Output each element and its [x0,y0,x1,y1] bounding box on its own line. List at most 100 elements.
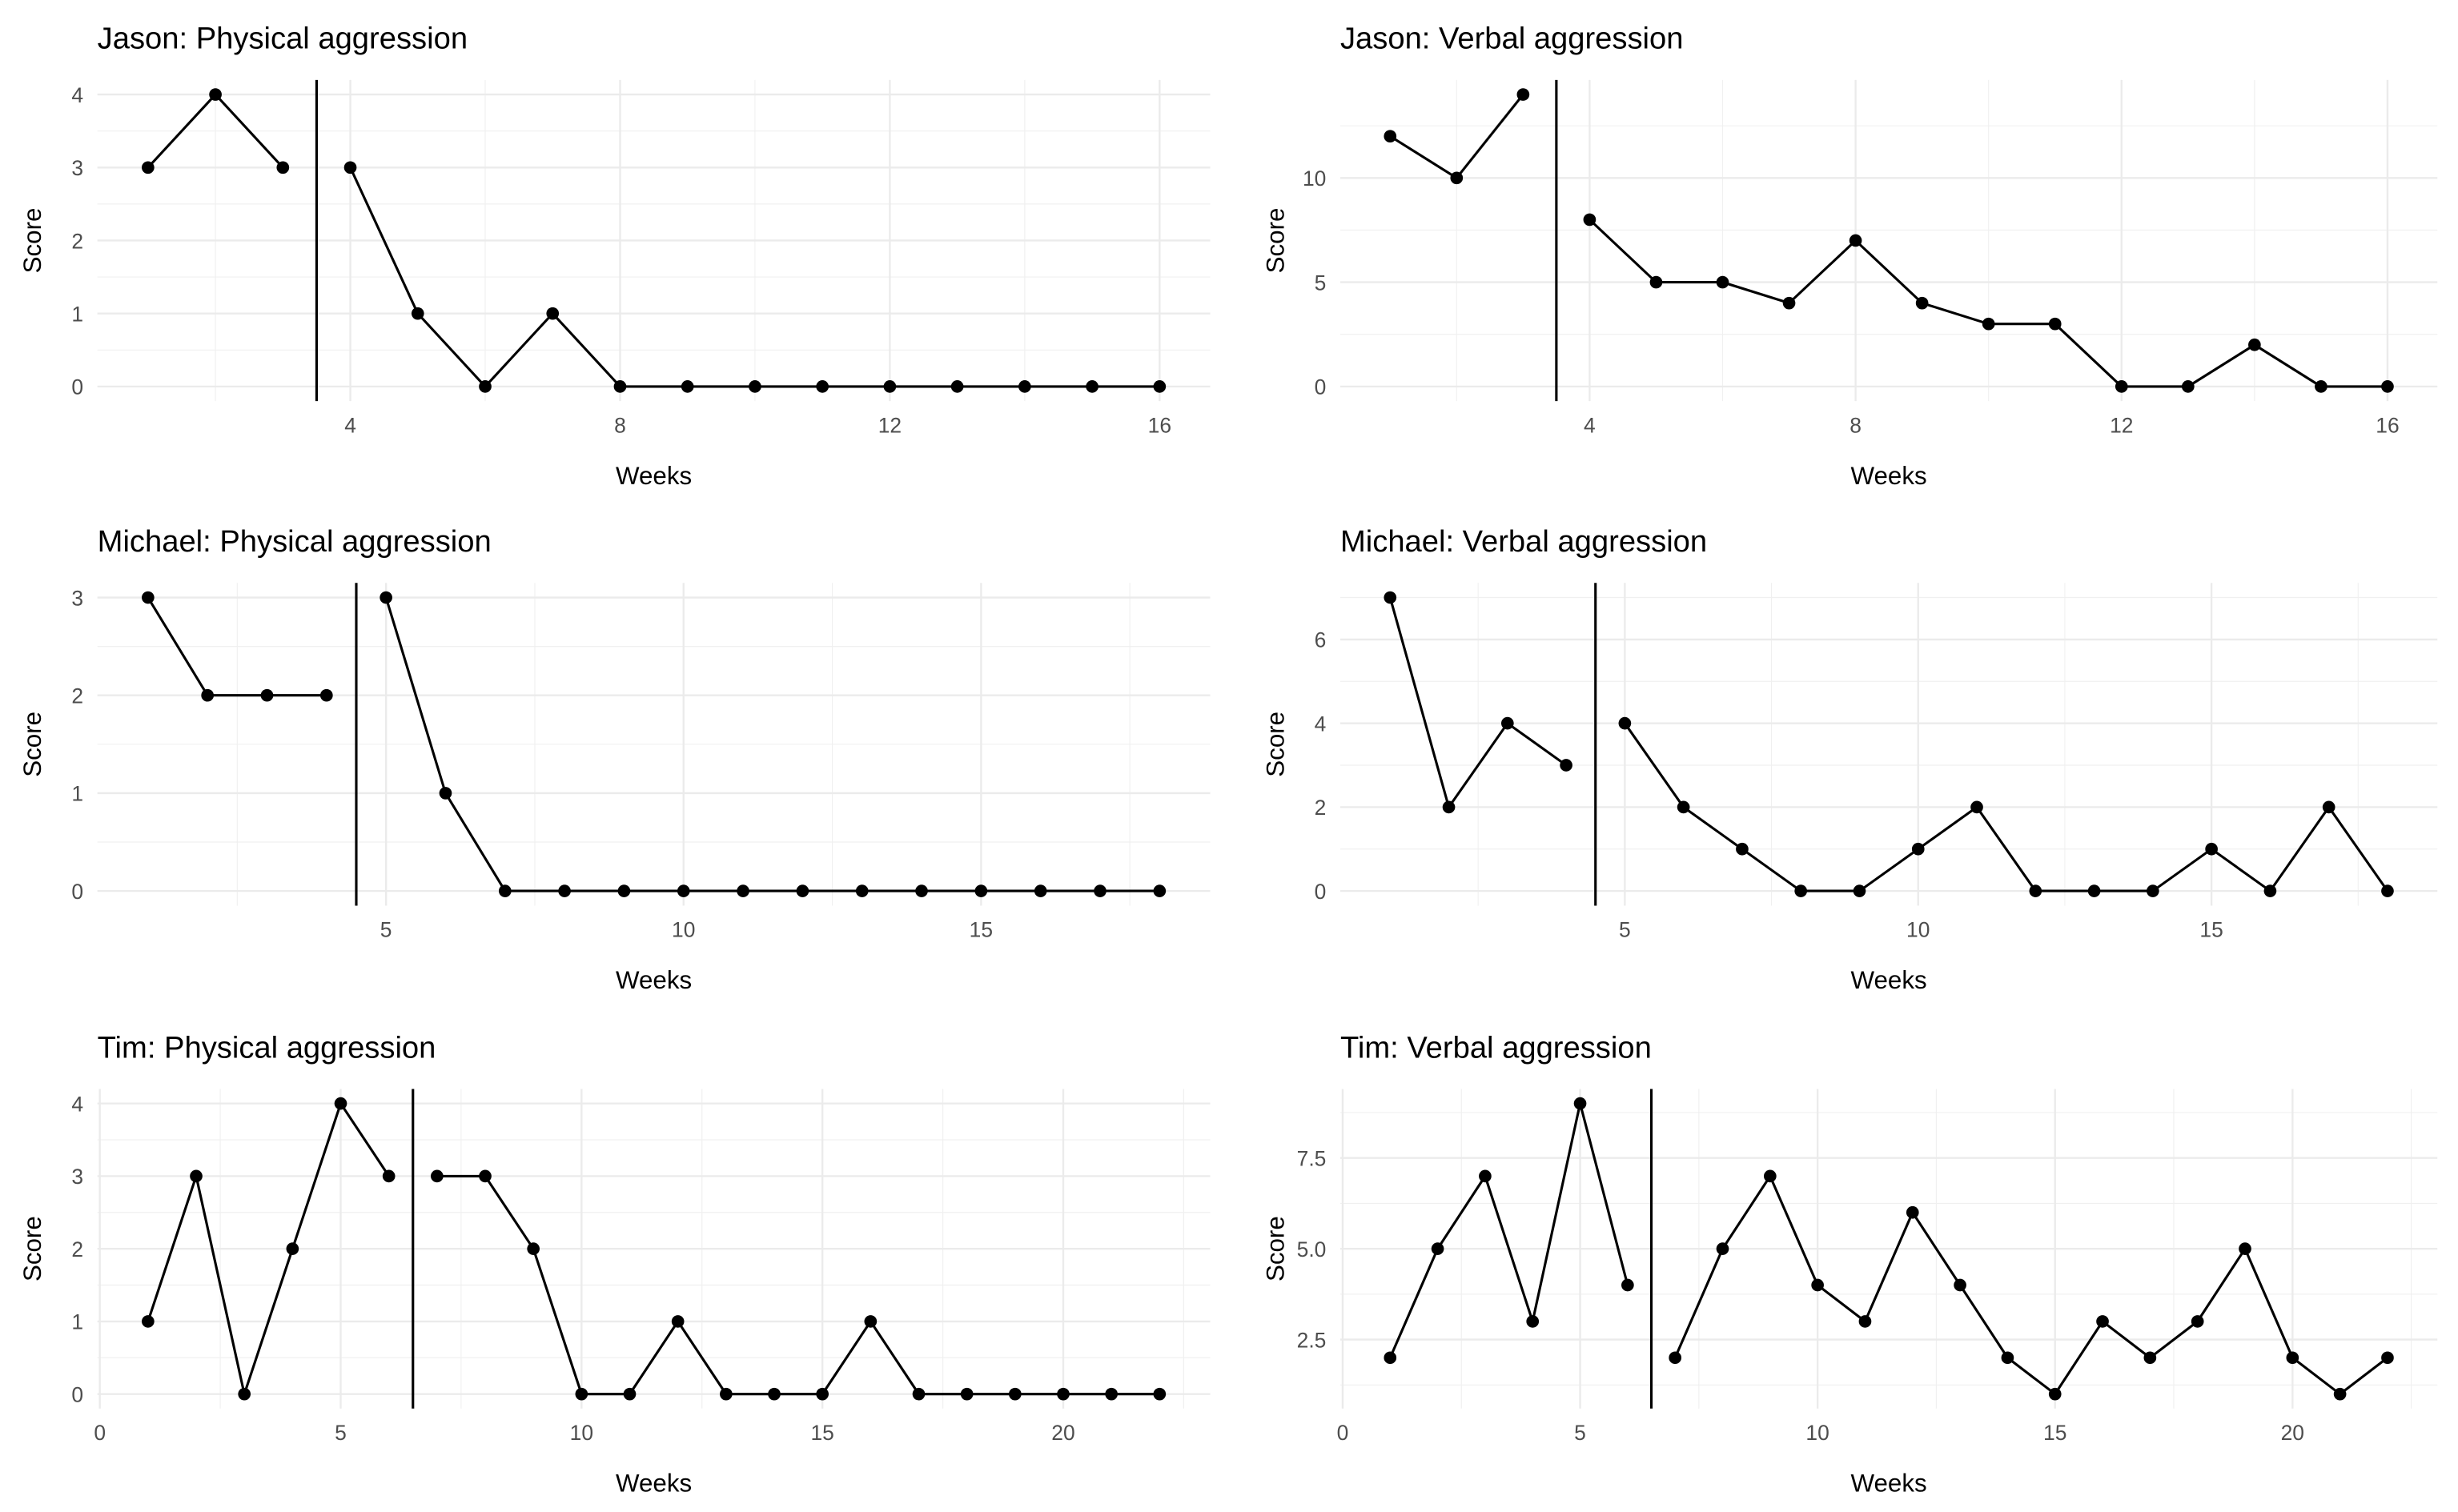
point [1450,171,1464,185]
point [864,1315,878,1328]
y-tick-label: 2 [71,229,83,253]
point [2181,380,2195,393]
point [960,1387,974,1401]
point [2248,338,2261,351]
point [1153,1387,1167,1401]
x-tick-label: 12 [2110,413,2133,437]
point [950,380,964,393]
point [1911,842,1925,856]
point [1669,1351,1682,1365]
x-tick-label: 8 [614,413,626,437]
point [677,884,690,897]
point [1431,1242,1444,1255]
point [2205,842,2218,856]
x-tick-label: 5 [335,1421,347,1445]
panel: 0 5 10 15 20 2.5 5.0 7.5 Tim: Verbal aggression W… [1262,1030,2438,1498]
y-axis-title: Score [1262,1216,1290,1281]
panel: 5 10 15 0 1 2 3 Michael: Physical aggression Wee… [18,524,1211,994]
point [431,1169,444,1183]
point [671,1315,685,1328]
point [1716,1242,1729,1255]
point [1384,130,1397,143]
chart-title: Michael: Physical aggression [98,524,492,559]
panel: 0 5 10 15 20 0 1 2 3 4 Tim: Physical aggression Wee… [18,1030,1211,1498]
point [142,1315,155,1328]
point [1094,884,1107,897]
point [1153,380,1167,393]
x-tick-label: 15 [810,1421,833,1445]
y-axis-title: Score [18,1216,46,1281]
y-tick-label: 3 [71,1165,83,1189]
chart-title: Tim: Verbal aggression [1340,1030,1652,1065]
point [1618,716,1632,730]
panel: 4 8 12 16 0 5 10 Jason: Verbal aggression Weeks S… [1262,22,2438,490]
point [1034,884,1047,897]
y-axis-title: Score [1262,712,1290,777]
x-tick-label: 15 [2199,918,2223,942]
point [2191,1315,2204,1328]
x-tick-label: 10 [570,1421,593,1445]
point [816,1387,829,1401]
point [1849,234,1862,247]
y-axis-title: Score [18,208,46,274]
y-tick-label: 1 [71,782,83,806]
point [382,1169,396,1183]
point [2147,884,2159,897]
x-tick-label: 0 [94,1421,106,1445]
x-tick-label: 20 [2281,1421,2304,1445]
point [527,1242,540,1255]
point [1736,842,1749,856]
point [286,1242,299,1255]
point [768,1387,781,1401]
point [260,688,274,702]
y-tick-label: 3 [71,156,83,180]
point [1649,275,1663,289]
point [974,884,988,897]
x-tick-label: 5 [1619,918,1631,942]
point [380,591,392,604]
x-tick-label: 5 [1574,1421,1586,1445]
line [1388,1103,1629,1358]
point [343,161,357,174]
chart-title: Jason: Verbal aggression [1340,22,1683,56]
x-tick-label: 16 [2376,413,2399,437]
line [1388,597,1568,810]
y-tick-label: 6 [1315,628,1327,652]
point [1906,1205,1919,1219]
point [1915,296,1929,310]
chart-title: Tim: Physical aggression [98,1030,436,1065]
point [411,307,424,320]
y-tick-label: 2 [71,684,83,708]
x-tick-label: 15 [2043,1421,2066,1445]
point [796,884,809,897]
y-tick-label: 5.0 [1297,1237,1327,1261]
point [190,1169,203,1183]
point [1858,1315,1872,1328]
panel: 5 10 15 0 2 4 6 Michael: Verbal aggression Weeks… [1262,524,2438,994]
x-tick-label: 8 [1850,413,1862,437]
point [498,884,512,897]
point [1763,1169,1777,1183]
point [1526,1315,1540,1328]
point [1677,800,1690,814]
y-tick-label: 4 [1315,712,1327,736]
y-tick-label: 0 [71,1382,83,1406]
point [1982,317,1995,331]
point [1621,1278,1634,1292]
point [1716,275,1729,289]
point [276,161,290,174]
point [1384,591,1397,604]
point [2087,884,2101,897]
point [1442,800,1456,814]
y-tick-label: 2 [71,1237,83,1261]
point [2381,884,2394,897]
point [737,884,749,897]
point [575,1387,588,1401]
y-tick-label: 2.5 [1297,1328,1327,1352]
y-tick-label: 7.5 [1297,1146,1327,1170]
point [142,591,155,604]
y-tick-label: 4 [71,83,83,107]
x-tick-label: 4 [344,413,356,437]
